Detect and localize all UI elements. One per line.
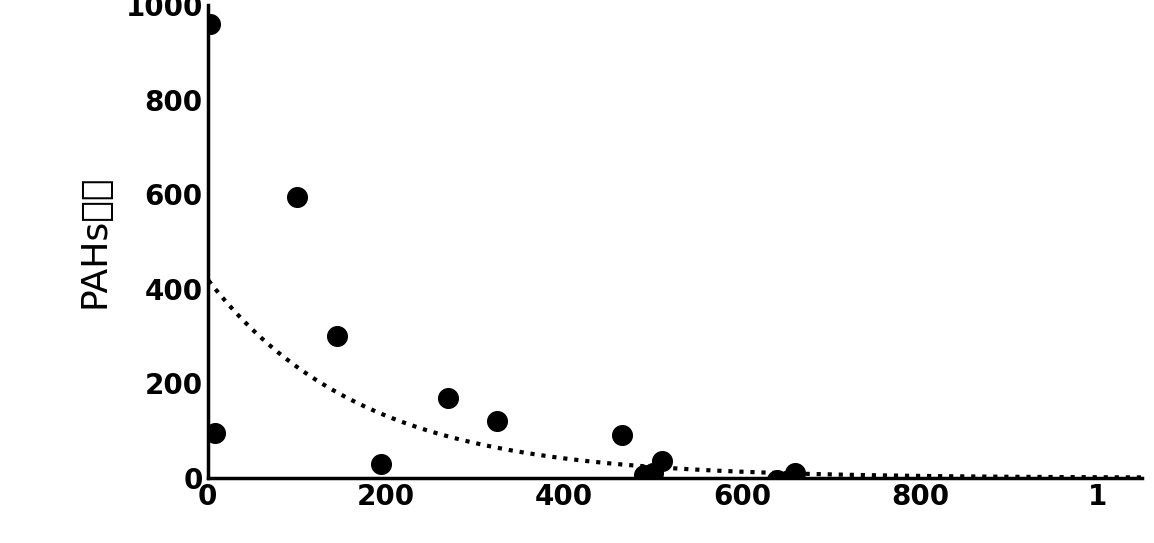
Point — [635, 471, 653, 480]
Point — [786, 469, 804, 477]
Point — [372, 459, 390, 468]
Point — [201, 20, 219, 29]
Point — [287, 192, 306, 201]
Y-axis label: PAHs浓度: PAHs浓度 — [77, 175, 112, 308]
Point — [328, 332, 346, 340]
Point — [769, 476, 787, 484]
Point — [439, 393, 457, 402]
Point — [205, 428, 224, 437]
Point — [652, 457, 670, 466]
Point — [644, 469, 662, 477]
Point — [488, 417, 507, 426]
Point — [613, 431, 631, 440]
